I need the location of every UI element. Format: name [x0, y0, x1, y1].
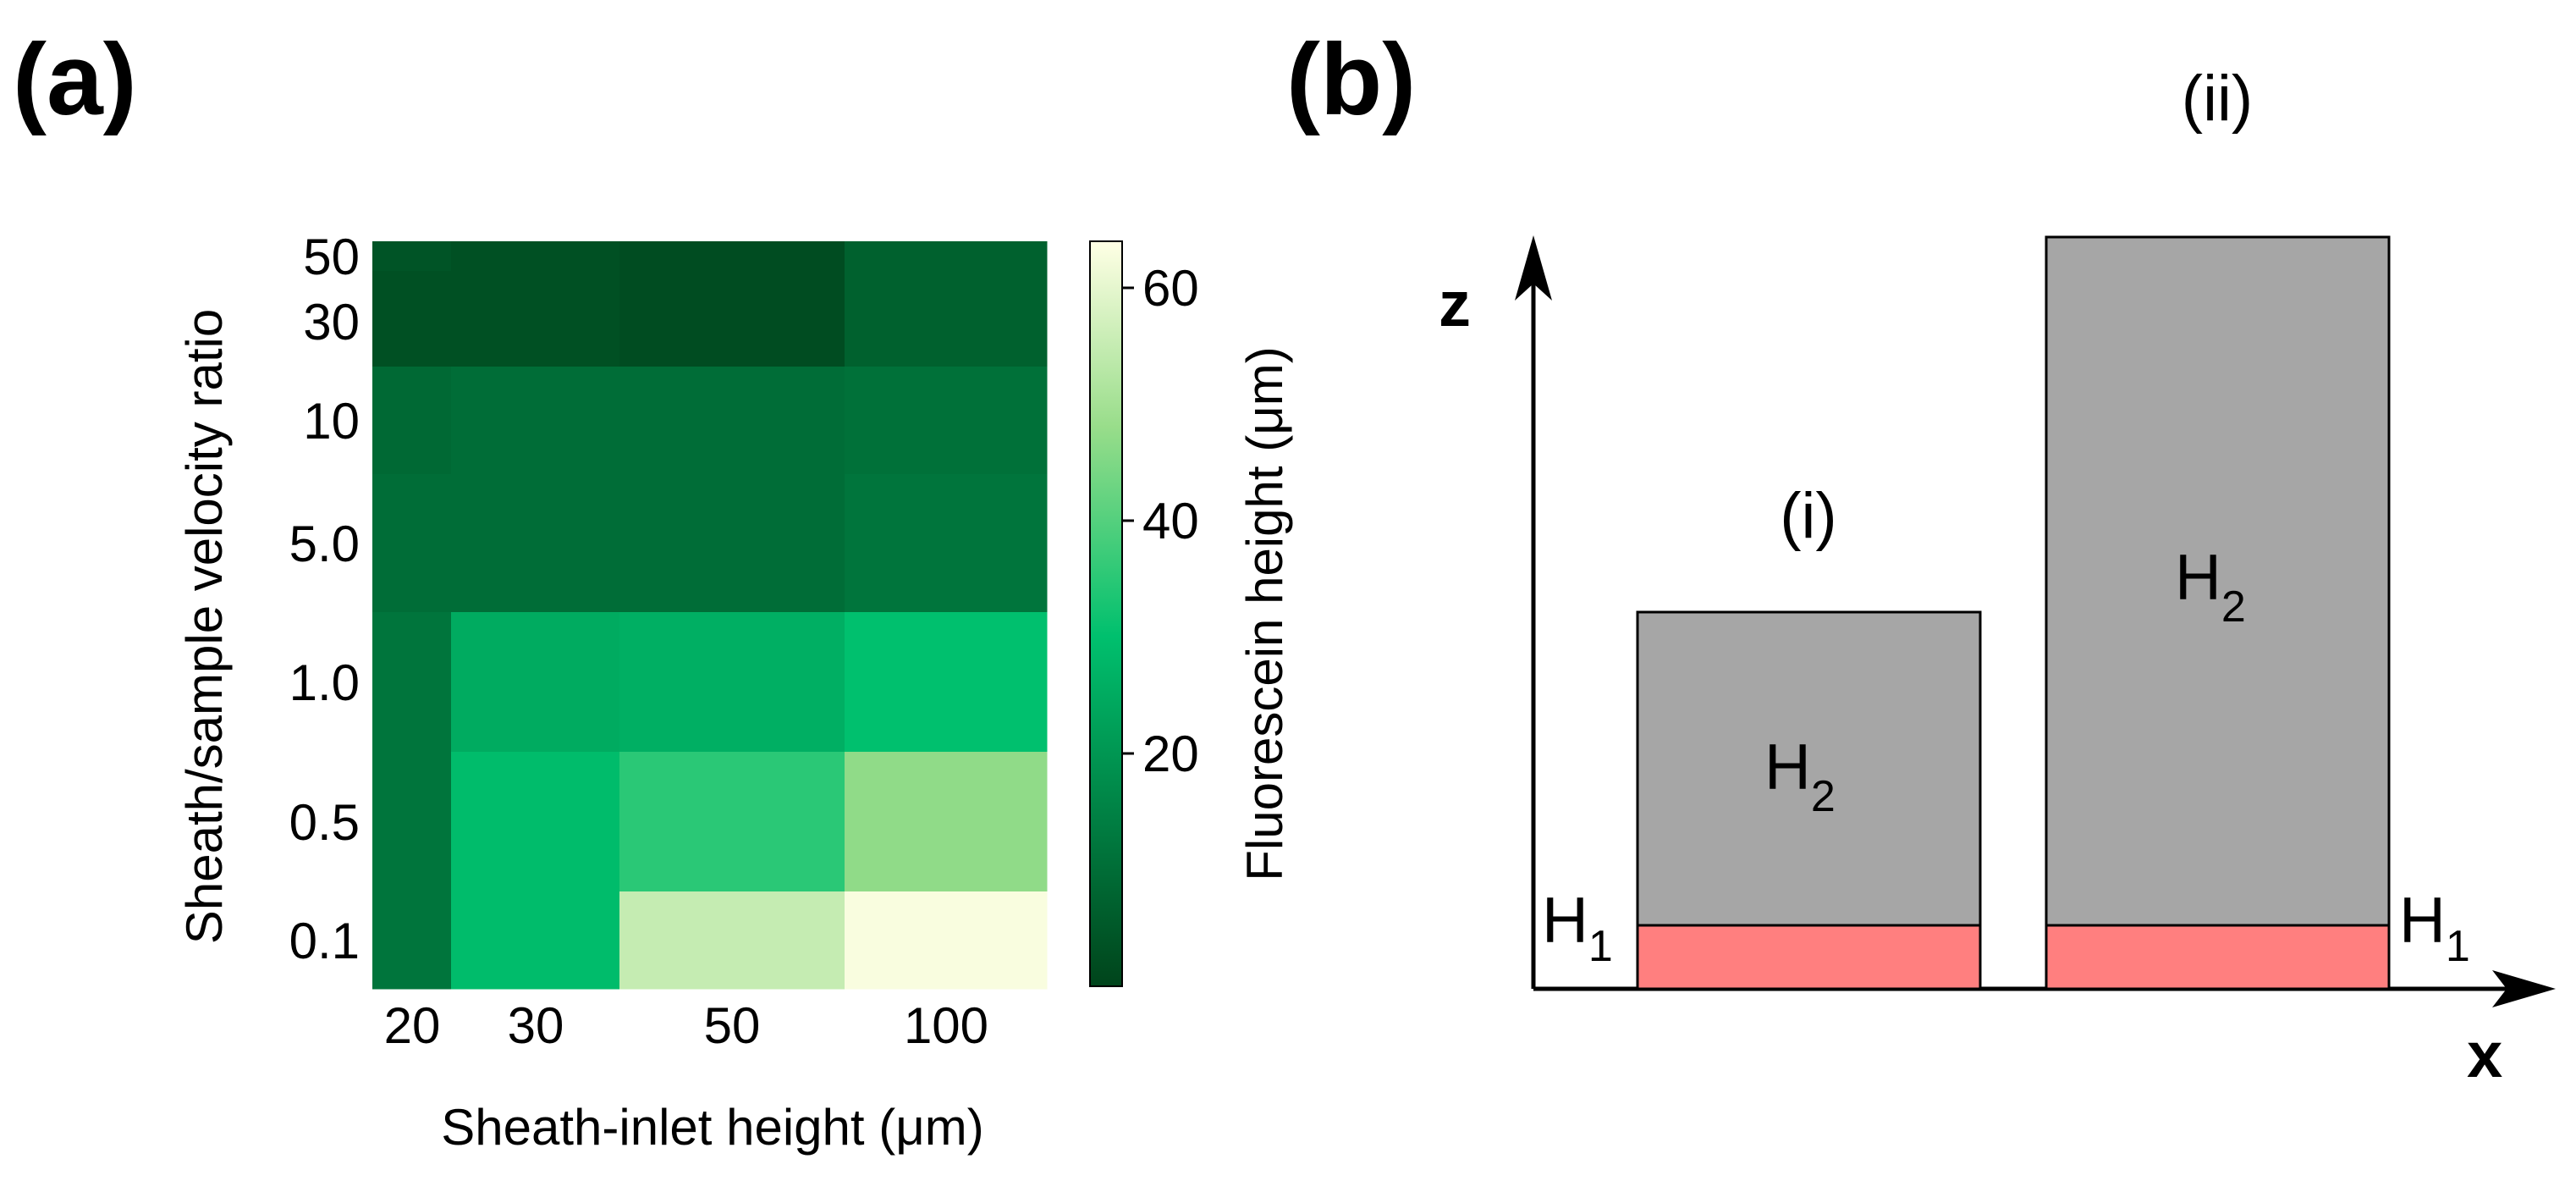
heatmap-cell [372, 271, 452, 367]
heatmap-cell [845, 241, 1048, 272]
x-tick-label: 20 [384, 997, 441, 1054]
case-ii-label: (ii) [2182, 63, 2253, 135]
y-tick-label: 30 [303, 294, 360, 350]
case-i-h2-label: H2 [1764, 731, 1836, 821]
case-ii-lower-layer [2045, 924, 2391, 991]
x-axis-label: x [2467, 1019, 2502, 1091]
y-tick-label: 5.0 [289, 516, 360, 572]
heatmap-cell [372, 367, 452, 475]
heatmap-cell [451, 241, 620, 272]
heatmap-cell [451, 271, 620, 367]
heatmap-cell [845, 367, 1048, 475]
x-tick-label: 50 [704, 997, 761, 1054]
heatmap-cell [619, 367, 845, 475]
x-tick-label: 100 [904, 997, 988, 1054]
heatmap-cell [451, 474, 620, 613]
heatmap-y-title: Sheath/sample velocity ratio [176, 309, 233, 944]
heatmap-cell [619, 612, 845, 753]
colorbar-ticks: 20 40 60 [1122, 260, 1199, 782]
colorbar-title: Fluorescein height (μm) [1236, 346, 1293, 880]
heatmap-cell [619, 271, 845, 367]
heatmap-cell [372, 474, 452, 613]
panel-b-label: (b) [1286, 23, 1416, 136]
colorbar-tick-label: 60 [1142, 260, 1199, 317]
x-axis-arrowhead [2492, 970, 2556, 1007]
heatmap-cell [845, 612, 1048, 753]
panel-a-label: (a) [13, 23, 137, 136]
heatmap-cell [451, 752, 620, 892]
heatmap-cells [372, 241, 1048, 990]
z-axis-arrowhead [1515, 235, 1552, 301]
case-ii-upper-layer [2045, 235, 2391, 927]
heatmap-cell [845, 474, 1048, 613]
heatmap-cell [619, 891, 845, 990]
colorbar [1089, 240, 1123, 987]
colorbar-tick-label: 40 [1142, 493, 1199, 549]
y-tick-label: 10 [303, 393, 360, 450]
heatmap-x-ticks: 20 30 50 100 [384, 997, 988, 1054]
y-tick-label: 0.5 [289, 794, 360, 851]
z-axis-label: z [1439, 268, 1471, 340]
heatmap-cell [372, 891, 452, 990]
case-i: (i) H2 H1 [1542, 480, 1982, 991]
heatmap-cell [845, 891, 1048, 990]
x-tick-label: 30 [508, 997, 564, 1054]
panel-a: (a) 20 30 50 100 50 30 10 5.0 1.0 0.5 0.1 Sheath-… [13, 23, 1293, 1156]
y-tick-label: 50 [303, 229, 360, 285]
y-tick-label: 0.1 [289, 913, 360, 969]
heatmap-cell [372, 612, 452, 753]
case-i-h1-label: H1 [1542, 885, 1613, 971]
panel-b: (b) z x (i) H2 H1 (ii) H2 H1 [1286, 23, 2556, 1091]
heatmap-cell [372, 241, 452, 272]
case-ii-h2-label: H2 [2175, 542, 2246, 632]
y-tick-label: 1.0 [289, 654, 360, 711]
heatmap-cell [372, 752, 452, 892]
heatmap-cell [451, 891, 620, 990]
heatmap-cell [451, 612, 620, 753]
heatmap-x-title: Sheath-inlet height (μm) [441, 1099, 984, 1156]
case-ii-h1-label: H1 [2399, 885, 2470, 971]
heatmap-cell [619, 752, 845, 892]
heatmap-cell [619, 474, 845, 613]
case-i-label: (i) [1780, 480, 1837, 552]
heatmap-cell [845, 752, 1048, 892]
case-i-lower-layer [1636, 924, 1982, 991]
case-ii: (ii) H2 H1 [2045, 63, 2470, 991]
colorbar-tick-label: 20 [1142, 726, 1199, 782]
heatmap-y-ticks: 50 30 10 5.0 1.0 0.5 0.1 [289, 229, 360, 969]
heatmap-cell [845, 271, 1048, 367]
heatmap-cell [619, 241, 845, 272]
heatmap-cell [451, 367, 620, 475]
